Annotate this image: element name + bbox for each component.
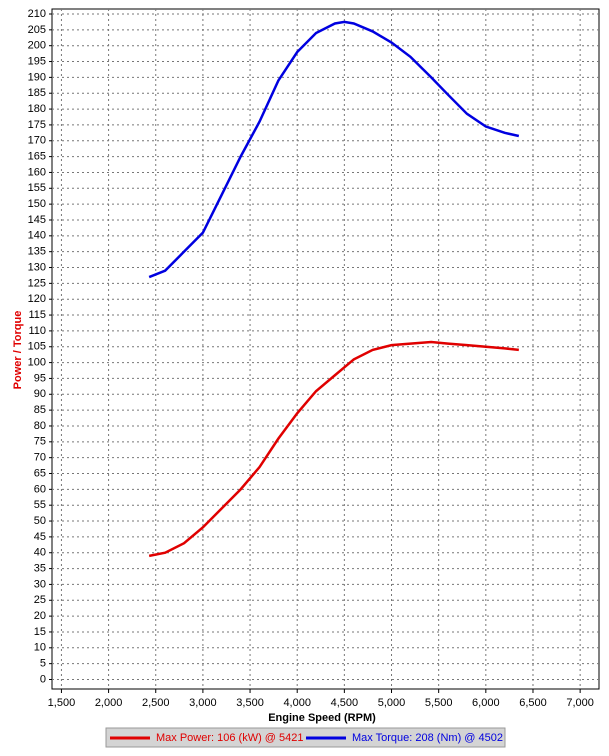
y-tick-label: 160	[28, 166, 46, 178]
y-tick-label: 210	[28, 8, 46, 20]
y-tick-label: 90	[34, 388, 46, 400]
y-tick-label: 65	[34, 467, 46, 479]
x-tick-label: 3,500	[236, 697, 264, 709]
x-tick-label: 4,000	[283, 697, 311, 709]
y-tick-label: 95	[34, 372, 46, 384]
y-tick-label: 20	[34, 610, 46, 622]
x-tick-label: 5,000	[378, 697, 406, 709]
y-tick-label: 25	[34, 594, 46, 606]
y-tick-label: 75	[34, 436, 46, 448]
y-tick-label: 30	[34, 578, 46, 590]
y-tick-label: 130	[28, 261, 46, 273]
y-tick-label: 155	[28, 182, 46, 194]
y-tick-label: 60	[34, 483, 46, 495]
y-tick-label: 0	[40, 673, 46, 685]
y-tick-label: 150	[28, 198, 46, 210]
y-tick-label: 125	[28, 277, 46, 289]
y-tick-label: 5	[40, 658, 46, 670]
y-tick-label: 110	[28, 325, 46, 337]
series-line	[148, 340, 519, 558]
x-tick-label: 2,500	[142, 697, 170, 709]
y-tick-label: 180	[28, 103, 46, 115]
y-tick-label: 10	[34, 642, 46, 654]
y-tick-label: 85	[34, 404, 46, 416]
y-tick-label: 35	[34, 562, 46, 574]
x-tick-label: 7,000	[566, 697, 594, 709]
x-tick-label: 1,500	[48, 697, 76, 709]
y-tick-label: 40	[34, 547, 46, 559]
y-tick-label: 70	[34, 452, 46, 464]
y-tick-label: 50	[34, 515, 46, 527]
x-tick-label: 6,500	[519, 697, 547, 709]
y-tick-label: 135	[28, 246, 46, 258]
y-tick-label: 80	[34, 420, 46, 432]
y-tick-label: 45	[34, 531, 46, 543]
x-tick-label: 6,000	[472, 697, 500, 709]
y-tick-label: 15	[34, 626, 46, 638]
y-tick-label: 120	[28, 293, 46, 305]
x-tick-label: 2,000	[95, 697, 123, 709]
series-line	[148, 20, 520, 279]
y-tick-label: 175	[28, 119, 46, 131]
x-tick-label: 4,500	[331, 697, 359, 709]
legend-label: Max Torque: 208 (Nm) @ 4502	[352, 732, 503, 744]
y-tick-label: 140	[28, 230, 46, 242]
y-tick-label: 200	[28, 40, 46, 52]
legend-label: Max Power: 106 (kW) @ 5421	[156, 732, 304, 744]
y-tick-label: 205	[28, 24, 46, 36]
y-tick-label: 145	[28, 214, 46, 226]
x-tick-label: 3,000	[189, 697, 217, 709]
x-axis-title: Engine Speed (RPM)	[268, 712, 376, 724]
y-tick-label: 105	[28, 341, 46, 353]
y-tick-label: 115	[28, 309, 46, 321]
y-tick-label: 190	[28, 71, 46, 83]
y-tick-label: 170	[28, 135, 46, 147]
y-axis-title: Power / Torque	[12, 311, 24, 390]
x-tick-label: 5,500	[425, 697, 453, 709]
y-tick-label: 55	[34, 499, 46, 511]
y-tick-label: 195	[28, 55, 46, 67]
y-tick-label: 165	[28, 151, 46, 163]
y-tick-label: 100	[28, 356, 46, 368]
y-tick-label: 185	[28, 87, 46, 99]
legend-box	[105, 727, 506, 748]
